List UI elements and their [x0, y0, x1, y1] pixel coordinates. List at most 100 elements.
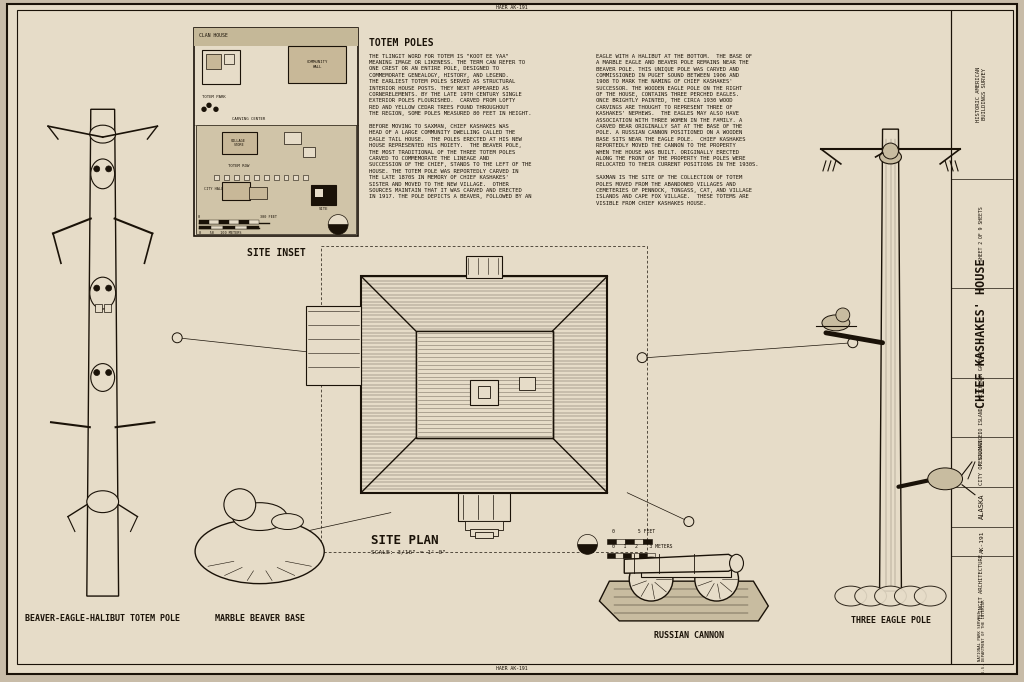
Bar [478, 386, 490, 398]
Circle shape [202, 107, 206, 111]
Circle shape [848, 338, 858, 348]
Bar [222, 182, 250, 200]
Ellipse shape [914, 586, 946, 606]
Bar [607, 553, 615, 559]
Wedge shape [329, 215, 348, 224]
Bar [306, 306, 361, 385]
Text: VILLAGE
STORE: VILLAGE STORE [231, 138, 246, 147]
Bar [289, 46, 346, 83]
Bar [222, 132, 257, 154]
Text: RUSSIAN CANNON: RUSSIAN CANNON [654, 631, 724, 640]
Polygon shape [599, 581, 768, 621]
Text: HAER AK-191: HAER AK-191 [497, 666, 527, 670]
Bar [224, 54, 233, 63]
Ellipse shape [271, 514, 303, 529]
Bar [284, 175, 289, 180]
Text: EAGLE WITH A HALIBUT AT THE BOTTOM.  THE BASE OF
A MARBLE EAGLE AND BEAVER POLE : EAGLE WITH A HALIBUT AT THE BOTTOM. THE … [596, 54, 759, 206]
Bar [607, 539, 616, 544]
Text: TLINGIT ARCHITECTURE: TLINGIT ARCHITECTURE [979, 554, 984, 619]
Text: BEAVER-EAGLE-HALIBUT TOTEM POLE: BEAVER-EAGLE-HALIBUT TOTEM POLE [26, 614, 180, 623]
Text: ALASKA: ALASKA [979, 494, 985, 520]
Text: SCALE: 3/16" = 1'-0": SCALE: 3/16" = 1'-0" [371, 550, 445, 554]
Bar [465, 520, 503, 531]
Ellipse shape [855, 586, 887, 606]
Text: MARBLE BEAVER BASE: MARBLE BEAVER BASE [215, 614, 305, 623]
Text: SITE INSET: SITE INSET [247, 248, 305, 258]
Bar [202, 50, 240, 85]
Bar [195, 28, 358, 46]
Text: 0        5 FEET: 0 5 FEET [612, 529, 655, 535]
Text: COMMUNITY
HALL: COMMUNITY HALL [306, 60, 328, 69]
Bar [263, 175, 268, 180]
Bar [199, 226, 211, 229]
Circle shape [172, 333, 182, 343]
Ellipse shape [874, 586, 906, 606]
Bar [211, 226, 223, 229]
Bar [249, 220, 259, 224]
Bar [219, 220, 229, 224]
Circle shape [94, 166, 99, 172]
Text: HAER AK-191: HAER AK-191 [497, 5, 527, 10]
Bar [284, 132, 301, 144]
Circle shape [214, 107, 218, 111]
Bar [244, 175, 249, 180]
Circle shape [836, 308, 850, 322]
Text: SHEET 2 OF 9 SHEETS: SHEET 2 OF 9 SHEETS [979, 206, 984, 261]
Ellipse shape [91, 364, 115, 391]
Bar [466, 256, 502, 278]
Text: THE TLINGIT WORD FOR TOTEM IS "KOOT EE YAA"
MEANING IMAGE OR LIKENESS. THE TERM : THE TLINGIT WORD FOR TOTEM IS "KOOT EE Y… [369, 54, 531, 199]
Bar [647, 553, 655, 559]
Text: SITE PLAN: SITE PLAN [371, 535, 438, 548]
Bar [233, 175, 239, 180]
Circle shape [684, 516, 694, 527]
Bar [103, 304, 111, 312]
Circle shape [94, 370, 99, 376]
Ellipse shape [90, 125, 116, 143]
Bar [206, 54, 221, 69]
Text: 0    50   100 METERS: 0 50 100 METERS [199, 231, 242, 235]
Polygon shape [625, 554, 743, 573]
Ellipse shape [196, 519, 325, 584]
Bar [315, 189, 324, 196]
Text: CITY OF SAXMAN: CITY OF SAXMAN [979, 439, 984, 485]
Ellipse shape [895, 586, 927, 606]
Bar [615, 553, 624, 559]
Text: HISTORIC AMERICAN
BUILDINGS SURVEY: HISTORIC AMERICAN BUILDINGS SURVEY [977, 67, 987, 122]
Bar [294, 175, 298, 180]
Circle shape [207, 103, 211, 107]
Bar [303, 147, 315, 157]
Text: REVILLAGIGEDO ISLAND,  KETCHIKAN GATEWAY: REVILLAGIGEDO ISLAND, KETCHIKAN GATEWAY [979, 350, 984, 465]
Bar [643, 539, 652, 544]
Ellipse shape [729, 554, 743, 572]
Polygon shape [880, 129, 901, 591]
Bar [229, 220, 239, 224]
Bar [626, 539, 634, 544]
Text: AK-191: AK-191 [979, 530, 984, 552]
Wedge shape [578, 535, 597, 544]
Bar [273, 175, 279, 180]
Circle shape [105, 166, 112, 172]
Bar [95, 304, 101, 312]
Ellipse shape [928, 468, 963, 490]
Text: 300 FEET: 300 FEET [260, 215, 278, 218]
Bar [239, 220, 249, 224]
Bar [196, 125, 356, 235]
Circle shape [883, 143, 898, 159]
Ellipse shape [822, 315, 850, 331]
Text: 0   1   2    3 METERS: 0 1 2 3 METERS [612, 544, 673, 550]
Bar [459, 493, 510, 520]
Bar [641, 559, 730, 577]
Bar [234, 226, 247, 229]
Bar [249, 187, 266, 198]
Text: THREE EAGLE POLE: THREE EAGLE POLE [851, 616, 931, 625]
Text: CHIEF KASHAKES' HOUSE: CHIEF KASHAKES' HOUSE [976, 258, 988, 408]
Bar [195, 28, 358, 237]
Text: TOTEM PARK: TOTEM PARK [202, 95, 226, 100]
Bar [247, 226, 259, 229]
Bar [214, 175, 219, 180]
Bar [224, 175, 229, 180]
Polygon shape [87, 109, 119, 596]
Circle shape [695, 557, 738, 601]
Bar [416, 331, 553, 438]
Circle shape [637, 353, 647, 363]
